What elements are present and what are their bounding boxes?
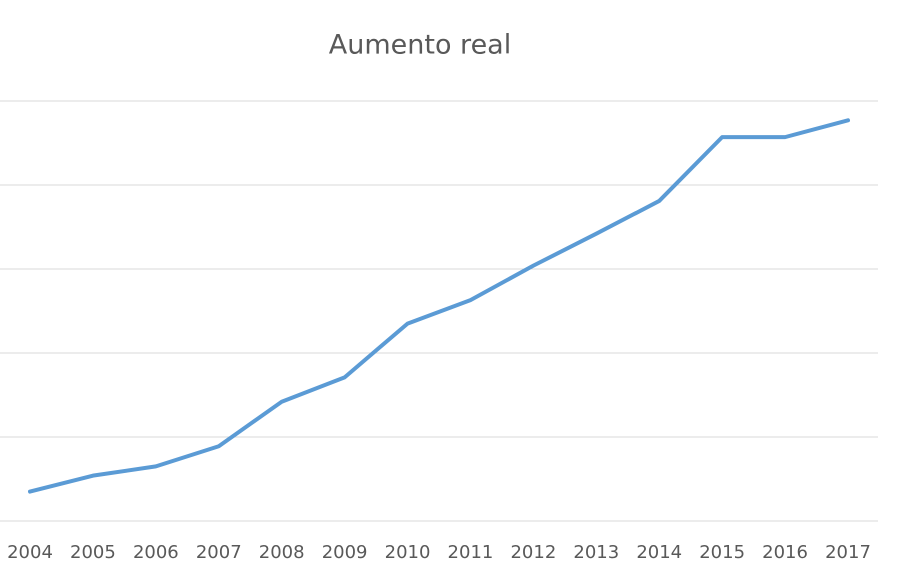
- x-tick-label: 2004: [7, 542, 53, 563]
- x-tick-label: 2012: [510, 542, 556, 563]
- x-tick-label: 2005: [70, 542, 116, 563]
- x-tick-label: 2011: [448, 542, 494, 563]
- x-tick-label: 2017: [825, 542, 871, 563]
- x-tick-label: 2013: [573, 542, 619, 563]
- x-tick-label: 2016: [762, 542, 808, 563]
- x-tick-label: 2007: [196, 542, 242, 563]
- x-tick-label: 2006: [133, 542, 179, 563]
- line-series: [28, 118, 850, 494]
- x-tick-label: 2008: [259, 542, 305, 563]
- chart-title: Aumento real: [329, 30, 511, 61]
- x-tick-label: 2009: [322, 542, 368, 563]
- x-tick-label: 2010: [385, 542, 431, 563]
- x-tick-label: 2015: [699, 542, 745, 563]
- x-tick-label: 2014: [636, 542, 682, 563]
